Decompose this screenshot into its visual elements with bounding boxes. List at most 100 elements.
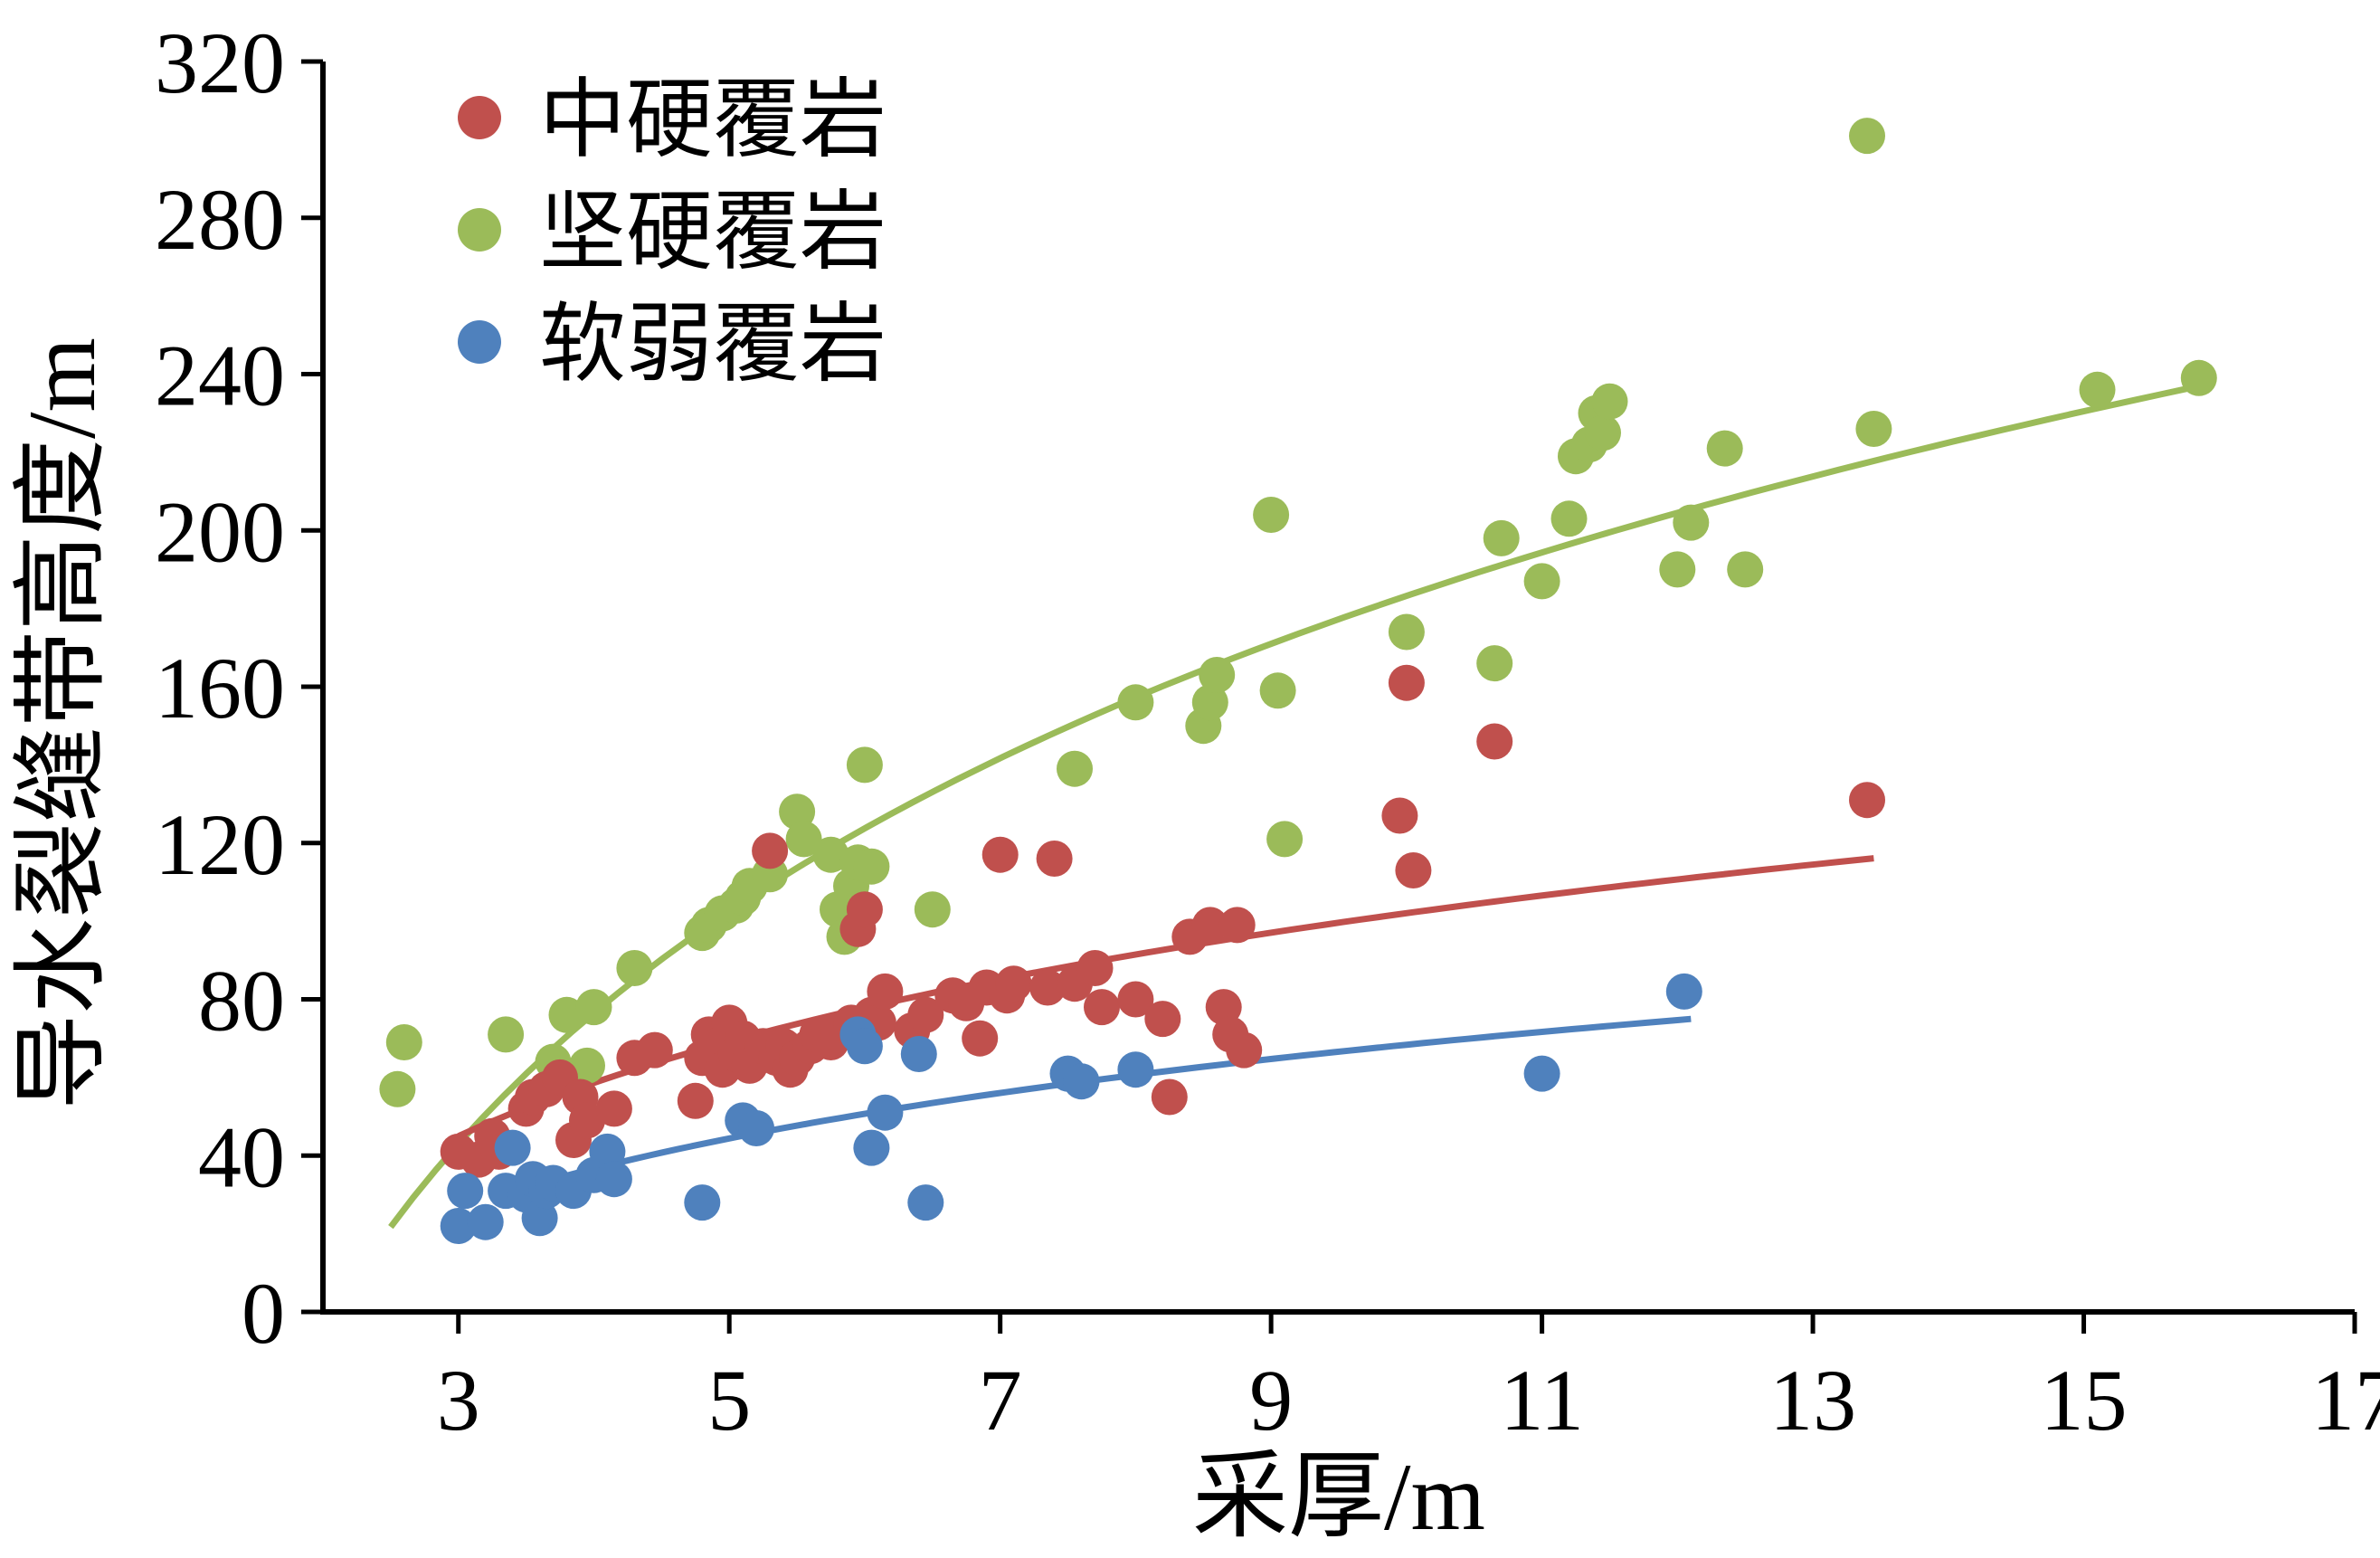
- data-point-hard: [1199, 657, 1236, 693]
- data-point-hard: [1117, 684, 1154, 721]
- data-point-hard: [1727, 551, 1764, 588]
- legend-marker-hard: [458, 208, 501, 252]
- data-point-medium-hard: [677, 1082, 714, 1119]
- data-point-soft: [589, 1133, 626, 1170]
- y-axis-title: 导水裂缝带高度/m: [9, 337, 115, 1110]
- data-point-hard: [846, 746, 883, 784]
- y-tick-label: 200: [155, 483, 285, 580]
- data-point-hard: [1388, 613, 1425, 651]
- data-point-hard: [1673, 504, 1710, 541]
- x-tick-label: 3: [437, 1352, 480, 1449]
- data-point-hard: [1253, 497, 1290, 533]
- data-point-hard: [1706, 430, 1743, 467]
- data-point-soft: [521, 1200, 558, 1237]
- x-tick-label: 13: [1769, 1352, 1856, 1449]
- legend-label-medium-hard: 中硬覆岩: [539, 71, 887, 168]
- x-tick-label: 11: [1500, 1352, 1583, 1449]
- data-point-hard: [2180, 359, 2217, 396]
- data-point-medium-hard: [962, 1020, 999, 1057]
- data-point-hard: [379, 1070, 416, 1107]
- data-point-medium-hard: [1226, 1031, 1263, 1069]
- data-point-hard: [1550, 500, 1588, 537]
- data-point-hard: [1266, 821, 1304, 858]
- data-point-medium-hard: [1036, 841, 1073, 877]
- data-point-medium-hard: [1029, 969, 1067, 1006]
- data-point-soft: [846, 1028, 883, 1065]
- data-point-medium-hard: [1388, 664, 1425, 701]
- data-point-medium-hard: [636, 1031, 673, 1069]
- fit-curves: [388, 381, 2207, 1230]
- x-tick-label: 7: [979, 1352, 1022, 1449]
- data-point-soft: [1665, 973, 1702, 1010]
- data-point-hard: [1659, 551, 1696, 588]
- data-point-hard: [914, 891, 951, 928]
- legend: 中硬覆岩 坚硬覆岩 软弱覆岩: [458, 71, 887, 393]
- fit-curve-soft: [498, 1015, 1692, 1198]
- data-point-medium-hard: [1381, 797, 1418, 834]
- data-point-medium-hard: [752, 832, 789, 869]
- data-point-soft: [900, 1036, 937, 1072]
- data-point-hard: [569, 1047, 605, 1084]
- x-tick-label: 17: [2311, 1352, 2380, 1449]
- y-tick-label: 280: [155, 171, 285, 268]
- data-point-hard: [853, 848, 890, 885]
- axes: [301, 59, 2357, 1334]
- data-point-medium-hard: [1151, 1078, 1188, 1116]
- data-point-medium-hard: [1084, 989, 1120, 1026]
- data-point-soft: [440, 1208, 477, 1244]
- data-point-soft: [1063, 1063, 1100, 1100]
- x-axis-title: 采厚/m: [1192, 1444, 1485, 1550]
- data-point-soft: [595, 1161, 632, 1198]
- data-point-medium-hard: [1395, 852, 1432, 888]
- data-point-hard: [1855, 411, 1892, 447]
- x-tick-label: 5: [707, 1352, 751, 1449]
- data-point-hard: [385, 1024, 422, 1060]
- data-point-hard: [785, 821, 822, 858]
- data-point-medium-hard: [1117, 981, 1154, 1018]
- y-tick-label: 80: [198, 953, 285, 1050]
- y-tick-label: 0: [242, 1265, 285, 1362]
- tick-labels: 3 5 7 9 11 13 15 17 0 40 80 120 160 200 240 280 320: [155, 14, 2380, 1449]
- data-point-medium-hard: [1191, 907, 1228, 944]
- y-tick-label: 240: [155, 328, 285, 424]
- data-point-hard: [1476, 645, 1513, 682]
- data-point-medium-hard: [1476, 723, 1513, 760]
- data-point-hard: [1259, 672, 1296, 709]
- data-point-medium-hard: [1205, 989, 1242, 1026]
- data-point-soft: [853, 1129, 890, 1166]
- legend-marker-soft: [458, 320, 501, 364]
- data-point-medium-hard: [569, 1102, 605, 1139]
- y-tick-label: 320: [155, 14, 285, 111]
- data-point-soft: [684, 1184, 721, 1221]
- y-tick-label: 40: [198, 1108, 285, 1205]
- data-point-hard: [779, 793, 816, 831]
- x-tick-label: 15: [2041, 1352, 2128, 1449]
- data-point-hard: [1591, 383, 1628, 420]
- data-point-hard: [488, 1016, 525, 1053]
- legend-label-soft: 软弱覆岩: [539, 296, 887, 393]
- data-point-hard: [1191, 684, 1228, 721]
- data-point-medium-hard: [867, 973, 904, 1010]
- legend-marker-medium-hard: [458, 96, 501, 139]
- data-point-soft: [1117, 1051, 1154, 1088]
- data-point-hard: [1849, 118, 1885, 155]
- data-point-soft: [467, 1203, 504, 1240]
- data-points: [379, 118, 2217, 1244]
- fit-curve-hard: [388, 381, 2207, 1230]
- data-point-soft: [1523, 1055, 1560, 1092]
- legend-label-hard: 坚硬覆岩: [539, 184, 887, 280]
- data-point-medium-hard: [1218, 907, 1256, 944]
- x-tick-label: 9: [1249, 1352, 1293, 1449]
- data-point-soft: [867, 1094, 904, 1131]
- data-point-medium-hard: [1076, 950, 1114, 986]
- y-tick-label: 120: [155, 796, 285, 893]
- data-point-medium-hard: [995, 965, 1032, 1002]
- data-point-hard: [1483, 519, 1520, 556]
- data-point-hard: [1523, 563, 1560, 600]
- data-point-hard: [2079, 371, 2116, 408]
- data-point-soft: [447, 1173, 484, 1210]
- data-point-hard: [1057, 750, 1093, 787]
- data-point-medium-hard: [1849, 782, 1885, 819]
- y-tick-label: 160: [155, 640, 285, 736]
